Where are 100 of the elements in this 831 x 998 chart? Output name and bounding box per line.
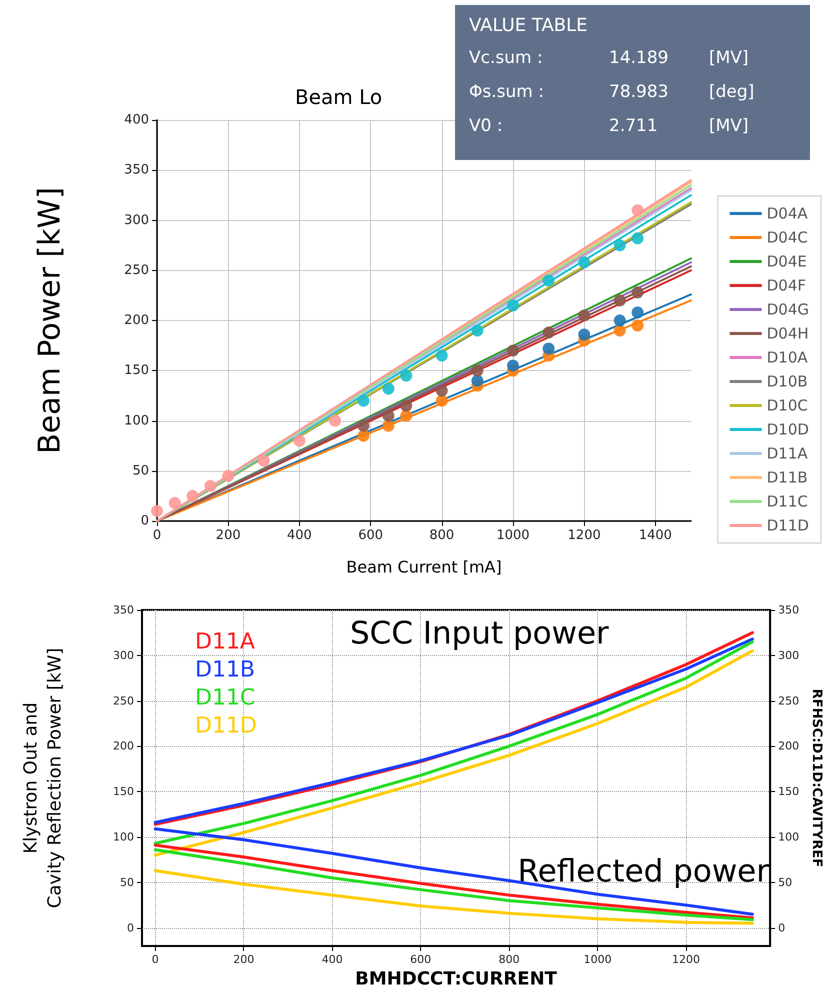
text: D11C [195, 686, 256, 710]
x-tick-label: 800 [429, 528, 454, 543]
point [204, 480, 216, 492]
y-tick-label: 300 [113, 648, 134, 662]
y-tick-label: 200 [124, 313, 149, 328]
y-tick-label: 250 [124, 262, 149, 278]
point [632, 286, 644, 298]
x-tick-label: 600 [410, 953, 432, 966]
legend-label: D11A [766, 444, 808, 462]
x-tick-label: 1200 [568, 528, 601, 543]
point [222, 470, 234, 482]
point [578, 256, 590, 268]
point [357, 420, 370, 432]
point [614, 239, 626, 252]
legend-label: D11C [766, 492, 808, 510]
point [258, 454, 270, 467]
y-tick-label: 300 [124, 212, 149, 228]
legend-label: D04E [766, 252, 807, 270]
x-tick-label: 1000 [584, 953, 612, 966]
legend-label: D10D [766, 420, 809, 438]
point [400, 400, 412, 412]
x-tick-label: 800 [498, 953, 520, 966]
y-axis-title: Klystron Out and Cavity Reflection Power [kW] [20, 648, 66, 908]
point [542, 326, 555, 339]
y-axis-title: Beam Power [kW] [32, 187, 68, 454]
y2-tick-label: 200 [778, 740, 800, 753]
x-tick-label: 1400 [638, 528, 672, 543]
point [632, 320, 644, 332]
point [471, 324, 484, 337]
point [471, 374, 484, 387]
x-tick-label: 1200 [672, 953, 700, 966]
point [436, 350, 448, 362]
y-tick-label: 150 [124, 363, 149, 378]
annotation: Reflected power [518, 854, 770, 890]
point [507, 344, 519, 357]
annotation: 2.711 [609, 116, 659, 136]
y-tick-label: 350 [113, 604, 134, 616]
y2-tick-label: 250 [778, 694, 800, 708]
y-tick-label: 200 [113, 740, 134, 753]
point [632, 232, 644, 244]
x-tick-label: 200 [233, 953, 254, 966]
legend-label: D04C [766, 228, 808, 246]
y2-tick-label: 350 [778, 604, 800, 616]
x-axis-title: BMHDCCT:CURRENT [355, 968, 558, 990]
y-tick-label: 100 [124, 413, 149, 428]
y-tick-label: 350 [124, 162, 149, 178]
y-tick-label: 50 [132, 463, 149, 478]
point [151, 504, 163, 517]
point [614, 294, 626, 306]
text: D11D [195, 714, 257, 738]
legend-label: D04H [766, 324, 809, 342]
point [357, 430, 370, 442]
point [400, 370, 412, 382]
chart-title: Beam Lo [295, 85, 382, 109]
y-tick-label: 150 [113, 785, 134, 798]
point [293, 434, 306, 447]
point [507, 360, 519, 372]
legend-label: D04F [766, 276, 806, 294]
legend-label: D11B [766, 468, 808, 486]
y2-tick-label: 0 [778, 921, 786, 934]
y-tick-label: 400 [124, 112, 149, 128]
point [382, 420, 394, 432]
point [542, 274, 555, 286]
legend-label: D10C [766, 396, 808, 414]
y-tick-label: 100 [113, 830, 134, 844]
x-tick-label: 0 [152, 953, 159, 966]
x-tick-label: 600 [358, 528, 384, 543]
y-tick-label: 50 [120, 876, 134, 889]
legend-label: D10B [766, 372, 808, 390]
y2-tick-label: 50 [778, 876, 792, 889]
point [578, 309, 590, 322]
point [382, 410, 394, 422]
legend-label: D04A [766, 204, 808, 222]
point [632, 306, 644, 318]
text: D11B [195, 658, 256, 682]
y-tick-label: 0 [127, 921, 134, 934]
x-tick-label: 0 [152, 528, 162, 543]
x-tick-label: 200 [216, 528, 241, 543]
point [436, 394, 448, 407]
point [507, 299, 519, 312]
annotation: V0 : [469, 116, 504, 136]
point [542, 342, 555, 355]
y-tick-label: 0 [140, 514, 149, 528]
legend-label: D11D [766, 516, 809, 534]
annotation: SCC Input power [350, 616, 610, 652]
point [578, 328, 590, 341]
point [436, 384, 448, 397]
point [357, 394, 370, 407]
y2-axis-title: RFHSC:D11D:CAVITYREF [809, 688, 824, 868]
point [632, 204, 644, 216]
x-tick-label: 1000 [496, 528, 530, 543]
point [168, 496, 181, 509]
y2-tick-label: 300 [778, 648, 800, 662]
point [471, 364, 484, 377]
value-table-panel: VALUE TABLE Vc.sum : 14.189 [MV] Φs.sum : 78.983 [deg] V0 : 2.711 [MV] [455, 5, 810, 160]
point [614, 314, 626, 326]
x-tick-label: 400 [286, 528, 312, 543]
point [382, 382, 394, 395]
y2-tick-label: 150 [778, 785, 800, 798]
legend-label: D04G [766, 300, 810, 318]
